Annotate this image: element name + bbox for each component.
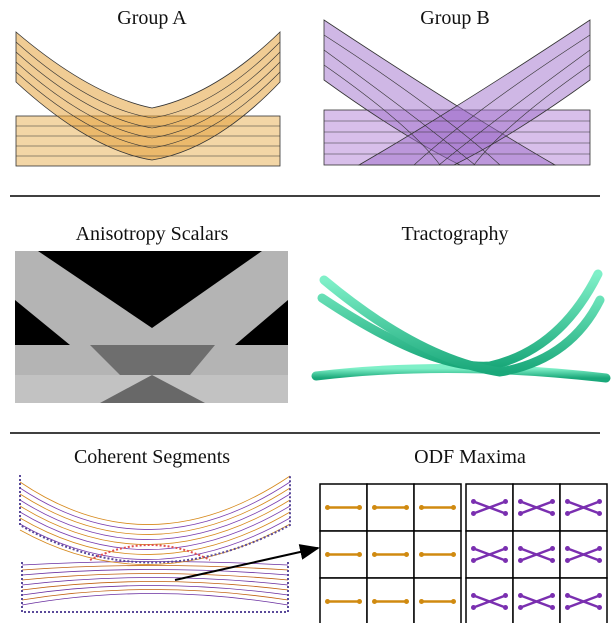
shape [550,593,555,598]
shape [503,605,508,610]
shape [565,605,570,610]
shape [550,511,555,516]
coherent-segments [20,475,290,612]
panel-title: Tractography [401,223,508,245]
shape [565,593,570,598]
fiber [20,512,290,555]
shape [518,511,523,516]
fiber [22,574,288,581]
shape [550,499,555,504]
group-a [16,32,280,166]
anisotropy-image [15,251,288,403]
shape [404,599,409,604]
group-b [324,20,590,165]
shape [419,599,424,604]
shape [325,505,330,510]
fiber [20,482,290,530]
panel-title: Coherent Segments [74,446,230,468]
shape [503,558,508,563]
shape [325,552,330,557]
shape [518,558,523,563]
shape [503,499,508,504]
shape [471,558,476,563]
shape [597,546,602,551]
fiber [20,476,290,525]
arrow [175,548,318,580]
shape [518,605,523,610]
shape [597,605,602,610]
figure: Group A Group B Anisotropy Scalars Tract… [0,0,612,623]
shape [451,552,456,557]
fiber [20,488,290,535]
shape [451,505,456,510]
shape [550,546,555,551]
shape [404,505,409,510]
shape [372,599,377,604]
shape [357,505,362,510]
shape [503,511,508,516]
fiber [22,590,288,601]
shape [357,599,362,604]
shape [518,593,523,598]
shape [372,552,377,557]
shape [372,505,377,510]
shape [597,511,602,516]
tractography [316,274,606,378]
shape [404,552,409,557]
shape [471,511,476,516]
shape [419,505,424,510]
shape [471,499,476,504]
shape [565,499,570,504]
fiber [22,594,288,606]
shape [471,593,476,598]
shape [518,546,523,551]
panel-title: Group B [420,7,489,29]
shape [597,558,602,563]
shape [357,552,362,557]
shape [597,499,602,504]
fiber [22,570,288,576]
panel-title: Anisotropy Scalars [76,223,229,245]
shape [565,558,570,563]
panel-title: Group A [117,7,187,29]
shape [518,499,523,504]
shape [471,546,476,551]
shape [503,593,508,598]
shape [565,546,570,551]
shape [419,552,424,557]
shape [503,546,508,551]
odf-grid [320,484,607,623]
shape [597,593,602,598]
shape [451,599,456,604]
shape [565,511,570,516]
shape [471,605,476,610]
shape [550,605,555,610]
shape [325,599,330,604]
shape [550,558,555,563]
panel-title: ODF Maxima [414,446,526,468]
